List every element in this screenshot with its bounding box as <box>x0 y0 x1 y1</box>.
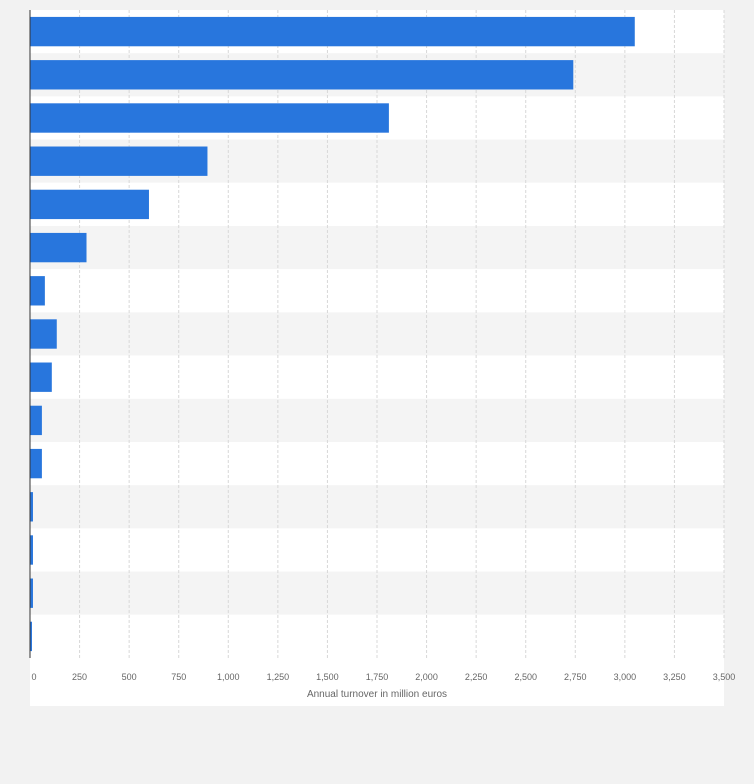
bar[interactable] <box>30 405 42 436</box>
bar[interactable] <box>30 103 389 133</box>
bar[interactable] <box>30 276 45 306</box>
bars <box>30 16 635 652</box>
row-band <box>30 312 724 356</box>
bar[interactable] <box>30 448 42 479</box>
x-tick-label: 250 <box>72 672 87 682</box>
bar[interactable] <box>30 578 33 608</box>
x-tick-label: 1,000 <box>217 672 240 682</box>
x-tick-label: 2,500 <box>514 672 537 682</box>
bar[interactable] <box>30 16 635 47</box>
bar[interactable] <box>30 319 57 349</box>
x-tick-label: 500 <box>122 672 137 682</box>
x-tick-label: 750 <box>171 672 186 682</box>
x-tick-label: 1,500 <box>316 672 339 682</box>
bar[interactable] <box>30 362 52 392</box>
row-band <box>30 442 724 486</box>
bar[interactable] <box>30 621 32 652</box>
row-band <box>30 571 724 615</box>
x-tick-label: 3,250 <box>663 672 686 682</box>
bar[interactable] <box>30 189 149 220</box>
x-tick-label: 0 <box>31 672 36 682</box>
x-tick-labels: 0 250 500 750 1,000 1,250 1,500 1,750 2,000 2,250… <box>31 672 735 682</box>
bar[interactable] <box>30 535 33 565</box>
x-tick-label: 1,750 <box>366 672 389 682</box>
x-tick-label: 3,000 <box>614 672 637 682</box>
x-tick-label: 2,750 <box>564 672 587 682</box>
bar[interactable] <box>30 146 208 176</box>
bar[interactable] <box>30 60 574 90</box>
bar[interactable] <box>30 232 87 263</box>
x-tick-label: 2,250 <box>465 672 488 682</box>
x-tick-label: 3,500 <box>713 672 736 682</box>
x-tick-label: 1,250 <box>267 672 290 682</box>
bar[interactable] <box>30 492 33 522</box>
x-axis-label: Annual turnover in million euros <box>307 689 447 700</box>
x-tick-label: 2,000 <box>415 672 438 682</box>
gridlines <box>79 10 725 658</box>
